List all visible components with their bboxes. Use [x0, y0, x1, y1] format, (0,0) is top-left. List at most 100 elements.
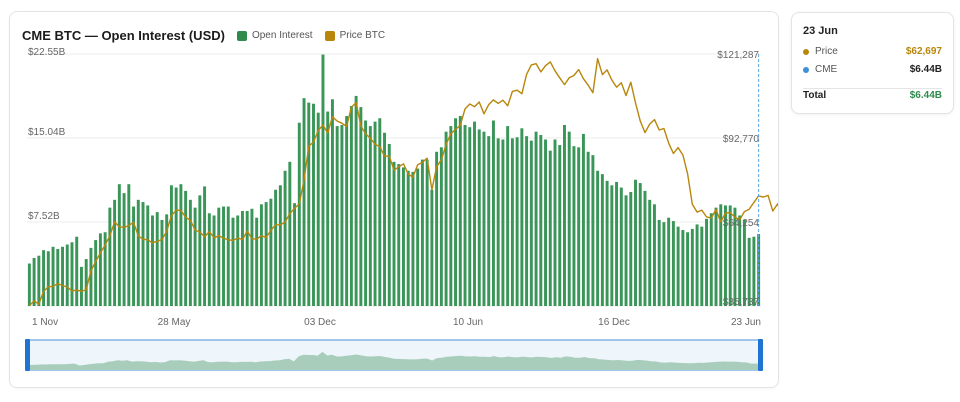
oi-bar[interactable]	[728, 205, 732, 306]
oi-bar[interactable]	[477, 129, 481, 306]
oi-bar[interactable]	[572, 146, 576, 306]
oi-bar[interactable]	[525, 136, 529, 306]
oi-bar[interactable]	[581, 133, 585, 306]
oi-bar[interactable]	[638, 183, 642, 306]
oi-bar[interactable]	[634, 179, 637, 306]
oi-bar[interactable]	[316, 112, 320, 307]
oi-bar[interactable]	[482, 131, 486, 306]
oi-bar[interactable]	[558, 145, 562, 306]
oi-bar[interactable]	[600, 174, 604, 306]
oi-bar[interactable]	[406, 170, 410, 306]
oi-bar[interactable]	[738, 215, 742, 306]
oi-bar[interactable]	[27, 263, 31, 306]
oi-bar[interactable]	[203, 186, 207, 306]
oi-bar[interactable]	[368, 126, 372, 306]
oi-bar[interactable]	[747, 237, 751, 306]
oi-bar[interactable]	[179, 184, 183, 306]
oi-bar[interactable]	[463, 124, 467, 306]
oi-bar[interactable]	[136, 199, 140, 306]
oi-bar[interactable]	[690, 228, 694, 306]
oi-bar[interactable]	[335, 126, 339, 306]
oi-bar[interactable]	[283, 170, 287, 306]
oi-bar[interactable]	[32, 257, 36, 306]
oi-bar[interactable]	[383, 132, 386, 306]
oi-bar[interactable]	[752, 236, 756, 306]
oi-bar[interactable]	[648, 199, 652, 306]
navigator-left-handle[interactable]	[25, 339, 30, 371]
oi-bar[interactable]	[567, 131, 571, 306]
oi-bar[interactable]	[359, 107, 363, 307]
oi-bar[interactable]	[37, 255, 41, 306]
oi-bar[interactable]	[610, 185, 614, 306]
oi-bar[interactable]	[700, 226, 704, 306]
oi-bar[interactable]	[676, 226, 680, 306]
oi-bar[interactable]	[724, 205, 727, 306]
oi-bar[interactable]	[454, 118, 458, 307]
oi-bar[interactable]	[184, 190, 188, 306]
oi-bar[interactable]	[652, 204, 656, 306]
oi-bar[interactable]	[586, 151, 590, 306]
oi-bar[interactable]	[79, 266, 83, 306]
navigator-right-handle[interactable]	[758, 339, 763, 371]
oi-bar[interactable]	[245, 211, 249, 306]
oi-bar[interactable]	[207, 213, 211, 306]
oi-bar[interactable]	[591, 155, 595, 306]
oi-bar[interactable]	[274, 189, 278, 306]
oi-bar[interactable]	[373, 121, 377, 306]
oi-bar[interactable]	[695, 224, 699, 306]
legend-open-interest[interactable]: Open Interest	[236, 30, 313, 41]
oi-bar[interactable]	[269, 198, 273, 306]
oi-bar[interactable]	[615, 181, 619, 306]
oi-bar[interactable]	[217, 207, 221, 306]
oi-bar[interactable]	[501, 139, 505, 306]
oi-bar[interactable]	[231, 217, 235, 306]
oi-bar[interactable]	[127, 184, 131, 306]
oi-bar[interactable]	[278, 185, 282, 306]
oi-bar[interactable]	[108, 207, 112, 306]
oi-bar[interactable]	[686, 232, 690, 306]
oi-bar[interactable]	[742, 219, 746, 306]
oi-bar[interactable]	[113, 199, 117, 306]
oi-bar[interactable]	[397, 164, 401, 306]
oi-bar[interactable]	[657, 219, 661, 306]
oi-bar[interactable]	[226, 206, 230, 306]
oi-bar[interactable]	[103, 232, 107, 306]
oi-bar[interactable]	[444, 131, 448, 306]
oi-bar[interactable]	[629, 192, 633, 306]
oi-bar[interactable]	[330, 99, 334, 306]
oi-bar[interactable]	[468, 127, 472, 306]
oi-bar[interactable]	[596, 170, 600, 306]
price-line[interactable]	[28, 58, 778, 307]
oi-bar[interactable]	[307, 102, 311, 307]
oi-bar[interactable]	[42, 250, 46, 306]
oi-bar[interactable]	[122, 193, 126, 306]
oi-bar[interactable]	[188, 199, 192, 306]
oi-bar[interactable]	[354, 95, 358, 306]
oi-bar[interactable]	[151, 215, 154, 306]
oi-bar[interactable]	[146, 205, 150, 306]
oi-bar[interactable]	[264, 202, 268, 306]
oi-bar[interactable]	[378, 118, 382, 307]
oi-bar[interactable]	[364, 120, 368, 306]
oi-bar[interactable]	[624, 195, 628, 306]
oi-bar[interactable]	[212, 215, 216, 306]
oi-bar[interactable]	[544, 139, 548, 306]
oi-bar[interactable]	[520, 128, 524, 306]
oi-bar[interactable]	[681, 230, 685, 306]
oi-bar[interactable]	[312, 103, 315, 306]
oi-bar[interactable]	[605, 180, 609, 306]
oi-bar[interactable]	[416, 168, 420, 306]
oi-bar[interactable]	[89, 247, 93, 306]
oi-bar[interactable]	[198, 195, 202, 306]
oi-bar[interactable]	[643, 190, 647, 306]
oi-bar[interactable]	[506, 126, 510, 306]
oi-bar[interactable]	[705, 218, 709, 306]
oi-bar[interactable]	[411, 171, 415, 306]
oi-bar[interactable]	[510, 138, 514, 306]
oi-bar[interactable]	[51, 246, 55, 306]
oi-bar[interactable]	[439, 147, 443, 306]
oi-bar[interactable]	[458, 116, 462, 306]
oi-bar[interactable]	[563, 124, 566, 306]
oi-bar[interactable]	[326, 111, 330, 306]
oi-bar[interactable]	[667, 217, 671, 306]
